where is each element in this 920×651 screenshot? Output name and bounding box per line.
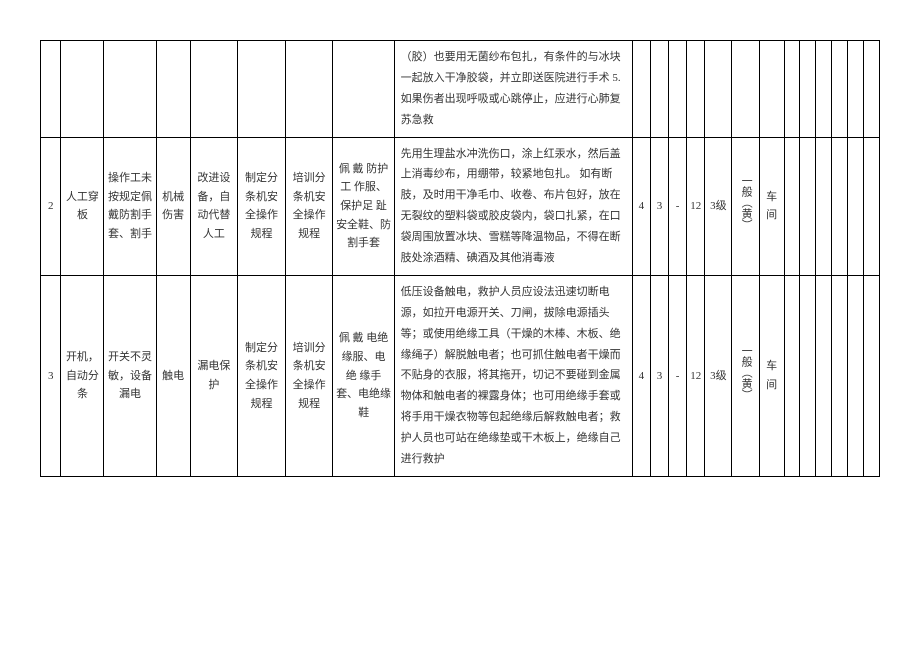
cell-t4: [832, 275, 848, 476]
cell-hazard: [156, 41, 190, 138]
cell-activity: [61, 41, 104, 138]
cell-emergency: 低压设备触电，救护人员应设法迅速切断电源，如拉开电源开关、刀闸，拔除电源插头等；…: [394, 275, 632, 476]
cell-hazard: 触电: [156, 275, 190, 476]
cell-activity: 人工穿板: [61, 137, 104, 275]
cell-t2: [800, 275, 816, 476]
cell-unit: [759, 41, 784, 138]
cell-c4: 12: [687, 137, 705, 275]
cell-idx: [41, 41, 61, 138]
cell-c2: 3: [650, 137, 668, 275]
cell-t3: [816, 275, 832, 476]
cell-cause: 开关不灵敏，设备漏电: [104, 275, 156, 476]
cell-t3: [816, 41, 832, 138]
cell-c2: [650, 41, 668, 138]
cell-mgmt: 制定分条机安全操作规程: [238, 275, 286, 476]
cell-cause: 操作工未按规定佩戴防割手套、割手: [104, 137, 156, 275]
cell-t5: [848, 137, 864, 275]
cell-t1: [784, 41, 800, 138]
cell-mgmt: 制定分条机安全操作规程: [238, 137, 286, 275]
cell-c2: 3: [650, 275, 668, 476]
cell-cause: [104, 41, 156, 138]
cell-idx: 2: [41, 137, 61, 275]
cell-t4: [832, 137, 848, 275]
cell-eng: 漏电保护: [190, 275, 238, 476]
cell-idx: 3: [41, 275, 61, 476]
cell-t2: [800, 137, 816, 275]
cell-c1: [632, 41, 650, 138]
cell-c1: 4: [632, 137, 650, 275]
cell-ppe: [333, 41, 394, 138]
cell-grade: 一般（黄）: [732, 137, 759, 275]
cell-lvl: [705, 41, 732, 138]
table-row: 2人工穿板操作工未按规定佩戴防割手套、割手机械伤害改进设备，自动代替人工制定分条…: [41, 137, 880, 275]
cell-t3: [816, 137, 832, 275]
risk-table: （胶）也要用无菌纱布包扎，有条件的与冰块一起放入干净胶袋，并立即送医院进行手术 …: [40, 40, 880, 477]
cell-emergency: （胶）也要用无菌纱布包扎，有条件的与冰块一起放入干净胶袋，并立即送医院进行手术 …: [394, 41, 632, 138]
cell-lvl: 3级: [705, 275, 732, 476]
cell-hazard: 机械伤害: [156, 137, 190, 275]
cell-ppe: 佩 戴 防护 工 作服、保护足 趾 安全鞋、防割手套: [333, 137, 394, 275]
cell-unit: 车间: [759, 137, 784, 275]
cell-ppe: 佩 戴 电绝缘服、电 绝 缘手套、电绝缘鞋: [333, 275, 394, 476]
cell-train: [285, 41, 333, 138]
cell-t4: [832, 41, 848, 138]
cell-c1: 4: [632, 275, 650, 476]
cell-t6: [863, 137, 879, 275]
cell-emergency: 先用生理盐水冲洗伤口，涂上红汞水，然后盖上消毒纱布，用绷带，较紧地包扎。 如有断…: [394, 137, 632, 275]
table-row: 3开机，自动分条开关不灵敏，设备漏电触电漏电保护制定分条机安全操作规程培训分条机…: [41, 275, 880, 476]
cell-t6: [863, 41, 879, 138]
cell-c4: 12: [687, 275, 705, 476]
cell-mgmt: [238, 41, 286, 138]
cell-train: 培训分条机安全操作规程: [285, 275, 333, 476]
cell-t1: [784, 137, 800, 275]
table-row: （胶）也要用无菌纱布包扎，有条件的与冰块一起放入干净胶袋，并立即送医院进行手术 …: [41, 41, 880, 138]
cell-c4: [687, 41, 705, 138]
cell-lvl: 3级: [705, 137, 732, 275]
cell-train: 培训分条机安全操作规程: [285, 137, 333, 275]
cell-eng: 改进设备，自动代替人工: [190, 137, 238, 275]
cell-t1: [784, 275, 800, 476]
cell-t5: [848, 41, 864, 138]
cell-t5: [848, 275, 864, 476]
cell-t2: [800, 41, 816, 138]
cell-c3: -: [669, 137, 687, 275]
cell-activity: 开机，自动分条: [61, 275, 104, 476]
cell-grade: [732, 41, 759, 138]
cell-c3: -: [669, 275, 687, 476]
cell-grade: 一般（黄）: [732, 275, 759, 476]
cell-unit: 车间: [759, 275, 784, 476]
cell-c3: [669, 41, 687, 138]
cell-t6: [863, 275, 879, 476]
cell-eng: [190, 41, 238, 138]
